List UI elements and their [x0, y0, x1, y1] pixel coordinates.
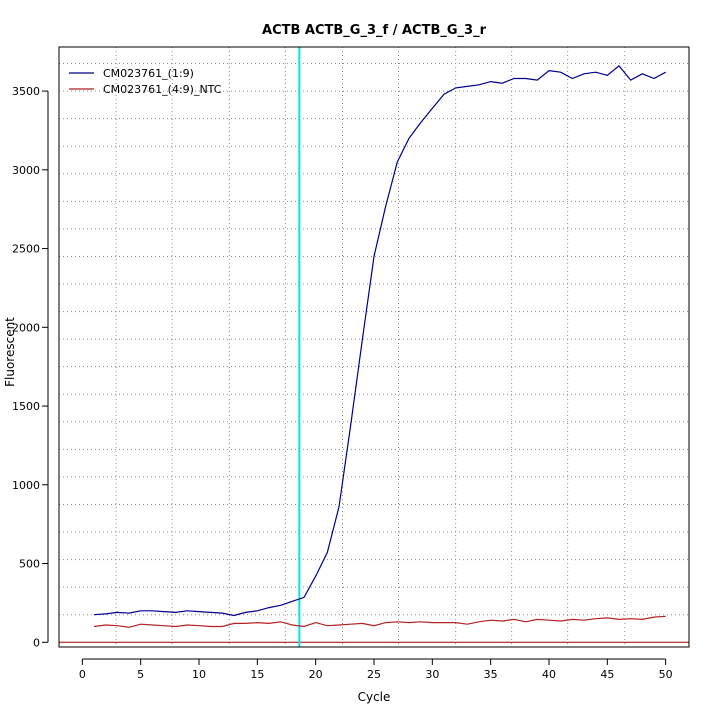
- series-line-2: [93, 615, 666, 628]
- legend-label: CM023761_(4:9)_NTC: [103, 83, 222, 96]
- x-tick-label: 40: [542, 668, 556, 681]
- x-tick-label: 0: [79, 668, 86, 681]
- grid: [59, 47, 689, 647]
- y-axis: 0 500 1000 1500 2000 2500 3000 3500: [12, 85, 49, 649]
- y-axis-label: Fluorescent: [3, 317, 17, 387]
- x-tick-label: 50: [659, 668, 673, 681]
- legend: CM023761_(1:9) CM023761_(4:9)_NTC: [69, 67, 222, 96]
- y-tick-label: 1000: [12, 479, 40, 492]
- x-axis: 0 5 10 15 20 25 30 35 40 45 50: [79, 658, 673, 681]
- x-tick-label: 10: [192, 668, 206, 681]
- y-tick-label: 1500: [12, 400, 40, 413]
- y-tick-label: 3000: [12, 164, 40, 177]
- series-layer: [93, 65, 666, 628]
- x-tick-label: 5: [137, 668, 144, 681]
- y-tick-label: 2500: [12, 243, 40, 256]
- y-tick-label: 3500: [12, 85, 40, 98]
- chart-title: ACTB ACTB_G_3_f / ACTB_G_3_r: [262, 23, 487, 38]
- legend-label: CM023761_(1:9): [103, 67, 194, 80]
- plot-frame: [58, 46, 690, 648]
- x-tick-label: 20: [309, 668, 323, 681]
- series-line-1: [93, 65, 666, 617]
- x-axis-label: Cycle: [358, 690, 391, 704]
- x-tick-label: 15: [250, 668, 264, 681]
- y-tick-label: 2000: [12, 321, 40, 334]
- x-tick-label: 30: [425, 668, 439, 681]
- x-tick-label: 45: [600, 668, 614, 681]
- x-tick-label: 25: [367, 668, 381, 681]
- y-tick-label: 0: [33, 636, 40, 649]
- x-tick-label: 35: [484, 668, 498, 681]
- y-tick-label: 500: [19, 558, 40, 571]
